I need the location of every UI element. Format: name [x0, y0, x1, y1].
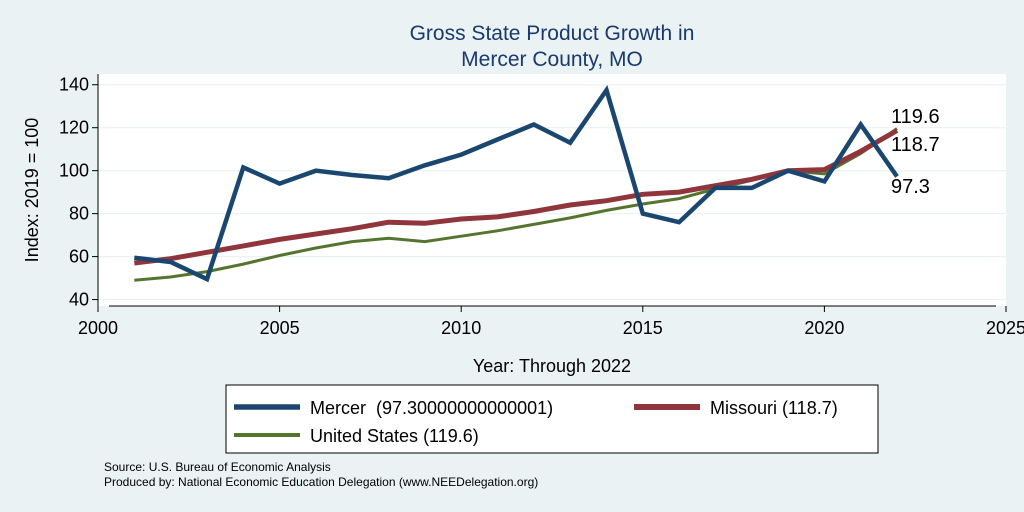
plot-area — [98, 74, 1006, 306]
legend-label-mercer: Mercer (97.30000000000001) — [310, 398, 553, 418]
producer-note: Produced by: National Economic Education… — [104, 475, 539, 489]
x-axis-label: Year: Through 2022 — [473, 356, 631, 376]
x-tick-label: 2020 — [804, 318, 844, 338]
y-tick-label: 100 — [59, 161, 89, 181]
end-label-mercer: 97.3 — [891, 176, 930, 198]
end-label-united-states: 119.6 — [891, 106, 940, 128]
x-tick-label: 2010 — [441, 318, 481, 338]
x-tick-label: 2000 — [78, 318, 118, 338]
legend-box — [225, 384, 879, 454]
source-note: Source: U.S. Bureau of Economic Analysis — [104, 460, 331, 474]
chart-title-line-1: Gross State Product Growth in — [410, 22, 695, 45]
y-tick-label: 120 — [59, 118, 89, 138]
y-tick-label: 40 — [69, 290, 89, 310]
y-tick-label: 140 — [59, 75, 89, 95]
y-tick-label: 80 — [69, 204, 89, 224]
y-tick-label: 60 — [69, 247, 89, 267]
x-tick-label: 2015 — [623, 318, 663, 338]
chart-title-line-2: Mercer County, MO — [461, 48, 643, 71]
y-axis-label: Index: 2019 = 100 — [22, 118, 42, 263]
series-line-mercer — [134, 84, 899, 283]
series-line-missouri — [134, 128, 899, 266]
legend-label-missouri: Missouri (118.7) — [710, 398, 838, 418]
legend-label-united-states: United States (119.6) — [310, 426, 479, 446]
x-tick-label: 2025 — [986, 318, 1024, 338]
x-tick-label: 2005 — [260, 318, 300, 338]
end-label-missouri: 118.7 — [891, 134, 940, 156]
